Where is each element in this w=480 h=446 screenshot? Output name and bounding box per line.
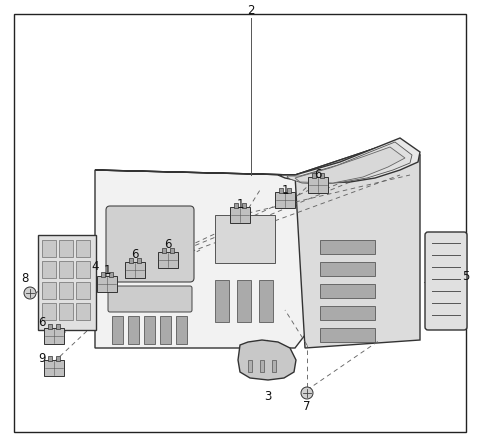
- Bar: [101, 272, 105, 277]
- Bar: [42, 282, 56, 299]
- Bar: [128, 316, 139, 344]
- Bar: [162, 248, 166, 253]
- Bar: [215, 215, 275, 263]
- Polygon shape: [295, 147, 405, 183]
- Text: 6: 6: [38, 315, 46, 329]
- Polygon shape: [278, 138, 420, 183]
- Text: 6: 6: [164, 239, 172, 252]
- Bar: [144, 316, 155, 344]
- Bar: [109, 272, 113, 277]
- Text: 1: 1: [281, 183, 289, 197]
- Bar: [215, 280, 229, 322]
- Bar: [59, 282, 73, 299]
- Bar: [259, 280, 273, 322]
- Text: 1: 1: [103, 264, 111, 277]
- Polygon shape: [272, 360, 276, 372]
- FancyBboxPatch shape: [108, 286, 192, 312]
- Bar: [76, 282, 90, 299]
- Bar: [176, 316, 187, 344]
- Bar: [137, 258, 141, 263]
- Bar: [42, 240, 56, 257]
- Bar: [59, 240, 73, 257]
- FancyBboxPatch shape: [158, 252, 178, 268]
- FancyBboxPatch shape: [44, 360, 64, 376]
- Text: 2: 2: [247, 4, 255, 17]
- Bar: [56, 324, 60, 329]
- Polygon shape: [260, 360, 264, 372]
- FancyBboxPatch shape: [44, 328, 64, 344]
- Bar: [112, 316, 123, 344]
- Text: 6: 6: [131, 248, 139, 261]
- Bar: [76, 240, 90, 257]
- Polygon shape: [287, 142, 412, 184]
- Bar: [129, 258, 133, 263]
- Bar: [59, 261, 73, 278]
- Bar: [312, 173, 316, 178]
- Polygon shape: [295, 140, 420, 348]
- Text: 7: 7: [303, 401, 311, 413]
- FancyBboxPatch shape: [97, 276, 117, 292]
- FancyBboxPatch shape: [125, 262, 145, 278]
- Bar: [42, 261, 56, 278]
- Polygon shape: [248, 360, 252, 372]
- Bar: [320, 306, 375, 320]
- Bar: [320, 284, 375, 298]
- FancyBboxPatch shape: [106, 206, 194, 282]
- Polygon shape: [95, 140, 420, 185]
- Bar: [76, 303, 90, 320]
- Bar: [56, 356, 60, 361]
- Polygon shape: [238, 340, 296, 380]
- Text: 3: 3: [264, 391, 272, 404]
- Text: 6: 6: [314, 169, 322, 182]
- Bar: [237, 280, 251, 322]
- Bar: [76, 261, 90, 278]
- Bar: [38, 235, 96, 330]
- Bar: [242, 203, 246, 208]
- Bar: [48, 356, 52, 361]
- FancyBboxPatch shape: [425, 232, 467, 330]
- Bar: [320, 173, 324, 178]
- Bar: [320, 262, 375, 276]
- FancyBboxPatch shape: [275, 192, 295, 208]
- Bar: [320, 240, 375, 254]
- Bar: [234, 203, 238, 208]
- Bar: [279, 188, 283, 193]
- Text: 8: 8: [21, 272, 29, 285]
- Text: 4: 4: [91, 260, 99, 273]
- FancyBboxPatch shape: [230, 207, 250, 223]
- Bar: [160, 316, 171, 344]
- Text: 9: 9: [38, 351, 46, 364]
- Bar: [48, 324, 52, 329]
- Bar: [42, 303, 56, 320]
- Bar: [170, 248, 174, 253]
- Circle shape: [301, 387, 313, 399]
- Bar: [320, 328, 375, 342]
- Text: 1: 1: [236, 198, 244, 211]
- Circle shape: [24, 287, 36, 299]
- Bar: [59, 303, 73, 320]
- Text: 5: 5: [462, 269, 470, 282]
- Bar: [287, 188, 291, 193]
- FancyBboxPatch shape: [308, 177, 328, 193]
- Polygon shape: [95, 170, 305, 348]
